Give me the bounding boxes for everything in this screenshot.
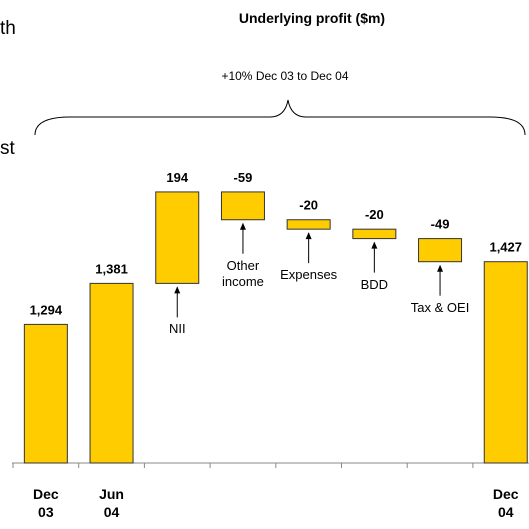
value-label: 1,294 xyxy=(30,302,63,317)
value-label: -20 xyxy=(365,207,384,222)
note-arrowhead xyxy=(371,241,378,249)
value-label: 1,427 xyxy=(489,240,522,255)
side-text: st xyxy=(0,138,15,159)
bar xyxy=(286,219,331,230)
note-arrowhead xyxy=(174,286,181,294)
bar xyxy=(483,261,528,464)
x-tick-label: Dec 03 xyxy=(33,486,59,520)
bracket xyxy=(34,99,526,136)
note-arrowhead xyxy=(305,232,312,240)
note-label: Other income xyxy=(221,257,264,289)
bracket-label: +10% Dec 03 to Dec 04 xyxy=(221,69,348,83)
note-label: BDD xyxy=(360,276,389,292)
value-label: 1,381 xyxy=(95,261,128,276)
bar xyxy=(89,282,134,464)
note-label: Tax & OEI xyxy=(410,299,470,315)
x-tick-label: Jun 04 xyxy=(99,486,124,520)
bar xyxy=(418,238,463,263)
note-arrowhead xyxy=(239,222,246,230)
bar xyxy=(155,191,200,284)
side-text: th xyxy=(0,18,16,39)
value-label: -20 xyxy=(299,198,318,213)
bar xyxy=(352,228,397,240)
bar xyxy=(220,191,265,221)
note-arrowhead xyxy=(437,264,444,272)
value-label: -49 xyxy=(431,217,450,232)
bar xyxy=(23,323,68,464)
chart-title: Underlying profit ($m) xyxy=(239,10,385,26)
x-tick-label: Dec 04 xyxy=(492,486,519,520)
note-label: Expenses xyxy=(280,267,338,283)
value-label: 194 xyxy=(166,170,188,185)
note-label: NII xyxy=(168,321,186,337)
value-label: -59 xyxy=(234,170,253,185)
